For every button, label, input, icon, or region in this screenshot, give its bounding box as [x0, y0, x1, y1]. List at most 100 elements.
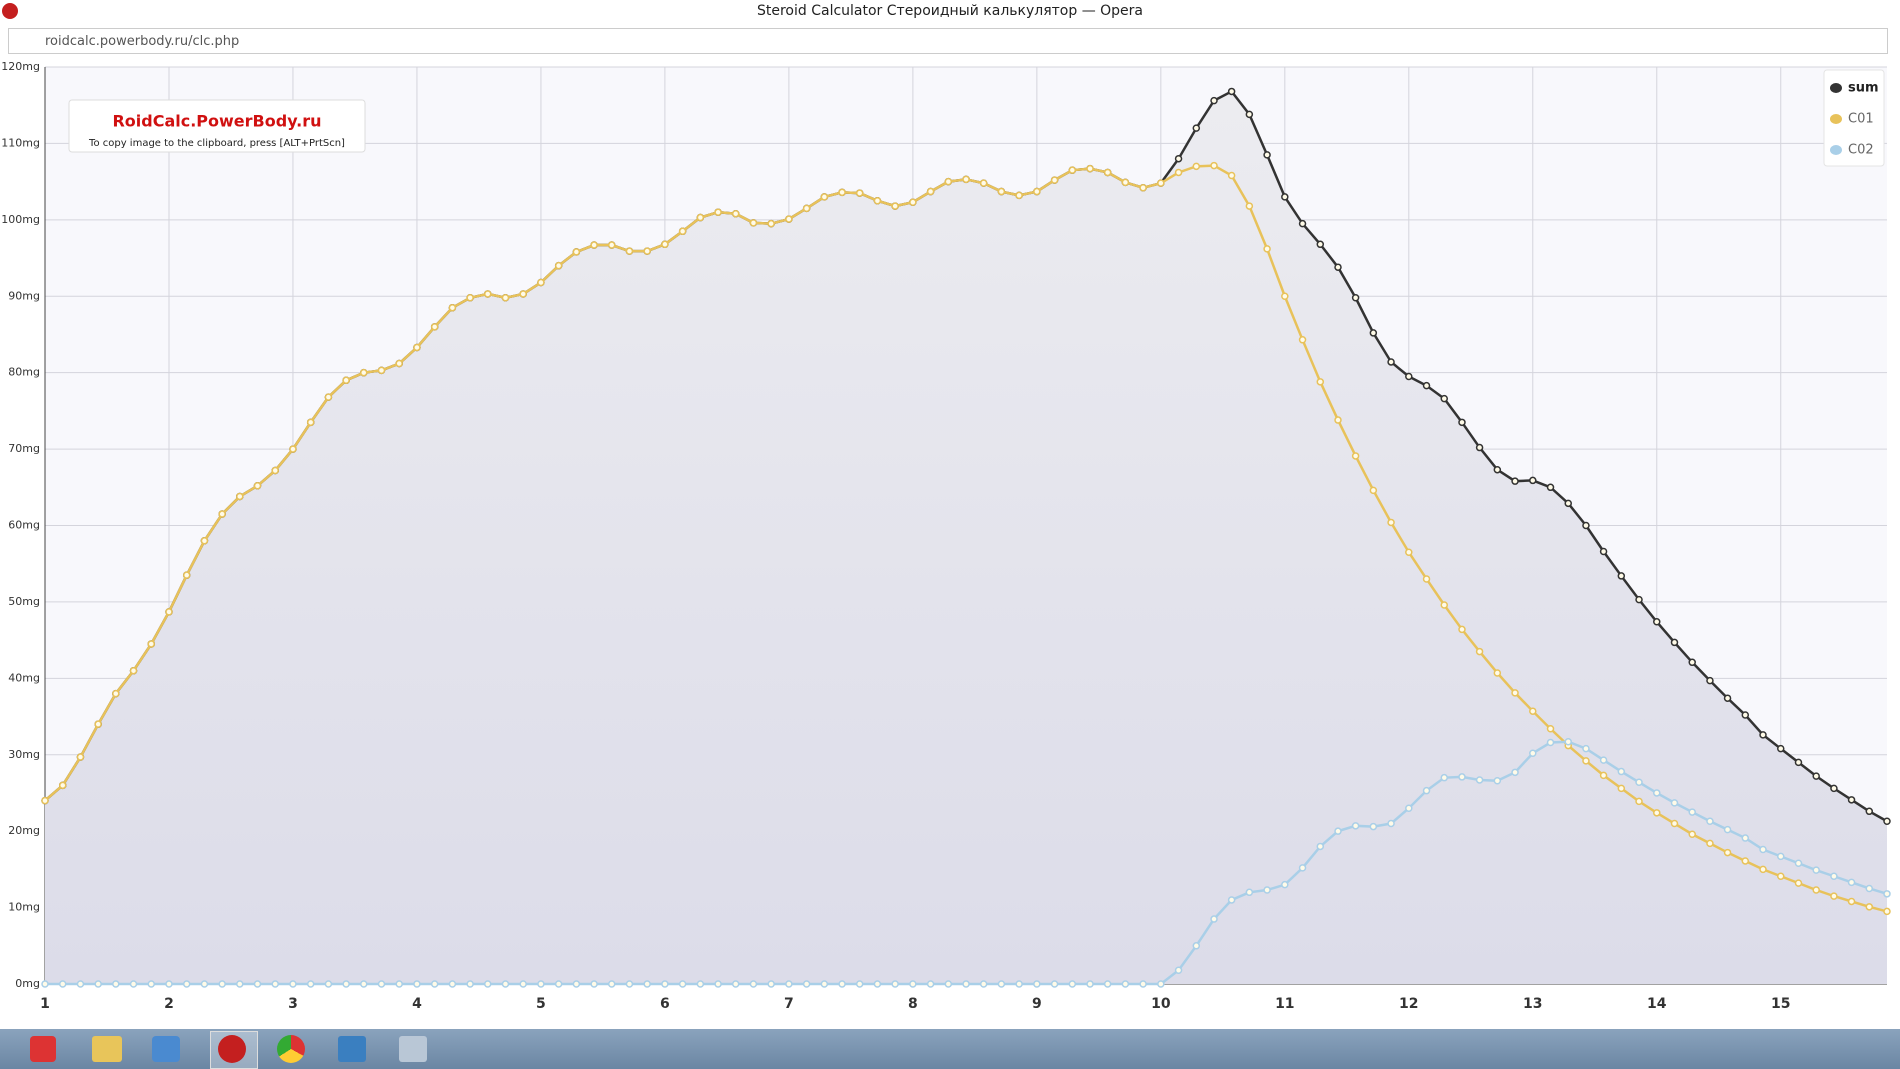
data-point	[1529, 749, 1537, 757]
app-icon[interactable]	[399, 1036, 427, 1062]
data-point	[785, 980, 793, 988]
x-tick-label: 11	[1275, 996, 1294, 1012]
data-point	[891, 980, 899, 988]
data-point	[200, 537, 209, 545]
data-point	[1174, 168, 1183, 177]
watermark-note: To copy image to the clipboard, press [A…	[88, 138, 345, 149]
data-point	[1794, 758, 1803, 767]
data-point	[1405, 372, 1413, 381]
data-point	[94, 980, 102, 988]
x-tick-label: 5	[536, 996, 546, 1012]
data-point	[1263, 245, 1271, 253]
data-point	[1759, 731, 1767, 739]
data-point	[1883, 907, 1891, 916]
data-point	[236, 980, 244, 988]
data-point	[1422, 786, 1431, 795]
x-tick-label: 2	[164, 996, 174, 1012]
x-tick-label: 14	[1647, 996, 1667, 1012]
data-point	[1210, 161, 1218, 170]
data-point	[997, 187, 1006, 196]
data-point	[607, 980, 616, 988]
data-point	[979, 179, 988, 187]
data-point	[643, 247, 651, 255]
data-point	[1688, 830, 1696, 838]
data-point	[1121, 980, 1130, 988]
data-point	[926, 187, 935, 196]
legend-box	[1823, 69, 1885, 167]
data-point	[1050, 176, 1059, 184]
data-point	[1847, 796, 1856, 804]
data-point	[1546, 738, 1555, 747]
data-point	[324, 980, 333, 988]
data-point	[1192, 942, 1201, 950]
data-point	[1298, 219, 1307, 228]
data-point	[1033, 187, 1041, 196]
app-icon[interactable]	[152, 1036, 180, 1062]
opera-icon	[2, 3, 18, 19]
data-point	[1741, 834, 1750, 842]
data-point	[342, 376, 350, 385]
data-point	[1174, 966, 1183, 974]
data-point	[554, 261, 563, 270]
data-point	[253, 482, 262, 490]
data-point	[1794, 859, 1803, 868]
data-point	[483, 980, 492, 988]
data-point	[1351, 822, 1360, 830]
data-point	[1369, 486, 1378, 495]
data-point	[76, 753, 85, 761]
data-point	[643, 980, 651, 988]
data-point	[1830, 892, 1838, 900]
data-point	[1086, 164, 1094, 173]
data-point	[537, 980, 545, 988]
data-point	[1582, 757, 1590, 765]
data-point	[1298, 864, 1307, 872]
data-point	[218, 980, 226, 988]
data-point	[1706, 839, 1714, 848]
x-tick-label: 9	[1032, 996, 1042, 1012]
data-point	[1157, 179, 1165, 187]
data-point	[253, 980, 262, 988]
data-point	[820, 980, 829, 988]
data-point	[1121, 178, 1130, 187]
data-point	[1493, 776, 1502, 785]
data-point	[1670, 819, 1679, 828]
app-icon[interactable]	[338, 1036, 366, 1062]
data-point	[501, 294, 510, 302]
address-bar[interactable]: roidcalc.powerbody.ru/clc.php	[8, 28, 1888, 54]
data-point	[200, 980, 209, 988]
data-point	[1263, 151, 1271, 159]
data-point	[483, 290, 492, 298]
data-point	[501, 980, 510, 988]
app-icon[interactable]	[30, 1036, 56, 1062]
data-point	[1298, 336, 1307, 344]
data-point	[625, 247, 634, 255]
y-tick-label: 90mg	[8, 289, 40, 302]
y-tick-label: 70mg	[8, 442, 40, 455]
data-point	[1847, 878, 1856, 887]
data-point	[1139, 183, 1147, 192]
data-point	[1351, 294, 1360, 302]
app-icon[interactable]	[277, 1035, 305, 1063]
data-point	[820, 193, 829, 201]
x-tick-label: 8	[908, 996, 918, 1012]
app-icon[interactable]	[218, 1035, 246, 1063]
data-point	[1086, 980, 1094, 988]
data-point	[58, 781, 67, 790]
legend-swatch	[1830, 114, 1842, 124]
data-point	[767, 980, 775, 988]
data-point	[1653, 618, 1661, 626]
data-point	[962, 175, 970, 184]
data-point	[289, 445, 297, 453]
data-point	[1493, 669, 1502, 677]
data-point	[1759, 845, 1767, 854]
app-icon[interactable]	[92, 1036, 122, 1062]
data-point	[1529, 707, 1537, 715]
data-point	[1529, 476, 1537, 485]
data-point	[1157, 980, 1165, 988]
x-tick-label: 3	[288, 996, 298, 1012]
data-point	[1493, 465, 1502, 474]
data-point	[306, 418, 315, 427]
data-point	[1830, 872, 1838, 881]
data-point	[519, 290, 527, 298]
